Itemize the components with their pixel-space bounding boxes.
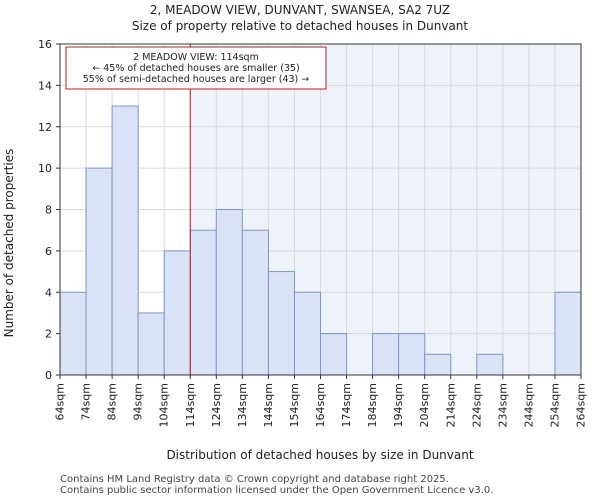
y-tick-label: 10 xyxy=(38,162,52,175)
x-axis-label: Distribution of detached houses by size … xyxy=(166,448,473,462)
bar xyxy=(476,353,504,376)
x-tick-label: 144sqm xyxy=(262,383,275,427)
bar xyxy=(137,312,165,376)
annotation-line-3: 55% of semi-detached houses are larger (… xyxy=(83,74,310,85)
x-tick-label: 184sqm xyxy=(366,383,379,427)
footer-line-2: Contains public sector information licen… xyxy=(60,485,494,496)
y-tick-label: 4 xyxy=(45,286,52,299)
bar xyxy=(111,105,139,376)
x-tick-label: 214sqm xyxy=(444,383,457,427)
chart-title: 2, MEADOW VIEW, DUNVANT, SWANSEA, SA2 7U… xyxy=(149,3,451,17)
bar xyxy=(85,167,113,376)
bar xyxy=(320,333,348,376)
x-tick-label: 104sqm xyxy=(158,383,171,427)
x-tick-label: 194sqm xyxy=(392,383,405,427)
x-tick-label: 164sqm xyxy=(314,383,327,427)
annotation-box: 2 MEADOW VIEW: 114sqm ← 45% of detached … xyxy=(65,46,327,90)
bar xyxy=(372,333,400,376)
bar xyxy=(398,333,426,376)
x-tick-label: 124sqm xyxy=(210,383,223,427)
y-tick-label: 12 xyxy=(38,121,52,134)
y-tick-label: 14 xyxy=(38,79,52,92)
x-tick-label: 64sqm xyxy=(54,383,67,420)
x-tick-label: 154sqm xyxy=(288,383,301,427)
y-axis-label: Number of detached properties xyxy=(2,149,16,338)
x-tick-label: 84sqm xyxy=(106,383,119,420)
bar xyxy=(267,271,295,376)
bar xyxy=(424,353,452,376)
y-tick-label: 16 xyxy=(38,38,52,51)
bar xyxy=(554,291,582,376)
x-tick-label: 114sqm xyxy=(184,383,197,427)
annotation-line-1: 2 MEADOW VIEW: 114sqm xyxy=(133,52,259,63)
y-tick-label: 6 xyxy=(45,245,52,258)
bar xyxy=(163,250,191,376)
x-tick-label: 224sqm xyxy=(470,383,483,427)
footer-line-1: Contains HM Land Registry data © Crown c… xyxy=(60,474,449,485)
x-tick-label: 264sqm xyxy=(575,383,588,427)
y-tick-label: 2 xyxy=(45,328,52,341)
annotation-line-2: ← 45% of detached houses are smaller (35… xyxy=(92,63,299,74)
x-tick-label: 74sqm xyxy=(80,383,93,420)
x-tick-label: 134sqm xyxy=(236,383,249,427)
x-tick-label: 254sqm xyxy=(548,383,561,427)
y-tick-label: 0 xyxy=(45,369,52,382)
x-tick-label: 174sqm xyxy=(340,383,353,427)
chart-subtitle: Size of property relative to detached ho… xyxy=(131,19,469,33)
y-tick-label: 8 xyxy=(45,204,52,217)
x-tick-label: 204sqm xyxy=(418,383,431,427)
x-tick-label: 234sqm xyxy=(496,383,509,427)
x-tick-label: 94sqm xyxy=(132,383,145,420)
x-tick-label: 244sqm xyxy=(522,383,535,427)
bar xyxy=(241,229,269,376)
bar xyxy=(215,209,243,376)
bar xyxy=(293,291,322,376)
bar xyxy=(189,229,217,376)
bar xyxy=(59,291,87,376)
